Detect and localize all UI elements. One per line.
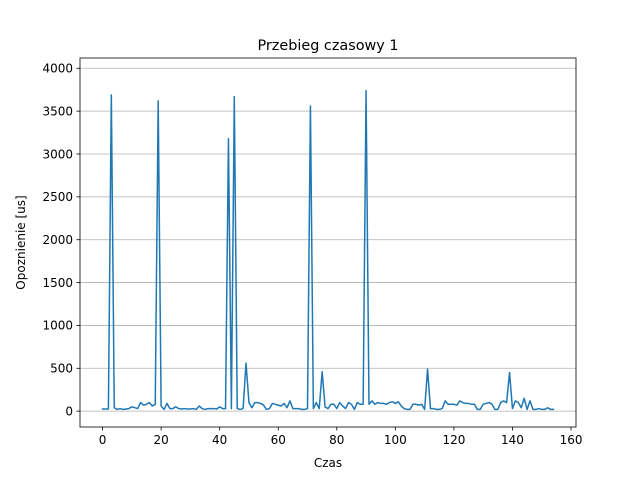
y-tick-label: 4000	[42, 62, 73, 76]
y-tick-label: 1500	[42, 276, 73, 290]
axis-ticks: 0 500 1000 1500 2000 2500 3000 3500 4000 0 20 40 60 8…	[42, 62, 582, 447]
y-tick-label: 500	[50, 362, 73, 376]
y-tick-label: 2000	[42, 233, 73, 247]
gridlines	[80, 67, 576, 412]
plot-area-frame	[79, 57, 577, 428]
x-tick-label: 20	[153, 433, 168, 447]
y-tick-label: 0	[65, 404, 73, 418]
x-tick-label: 40	[212, 433, 227, 447]
x-tick-label: 80	[329, 433, 344, 447]
y-tick-label: 1000	[42, 319, 73, 333]
y-axis-title: Opoznienie [us]	[14, 195, 28, 289]
x-tick-label: 140	[501, 433, 524, 447]
x-tick-label: 160	[560, 433, 583, 447]
x-tick-label: 120	[442, 433, 465, 447]
x-tick-label: 100	[384, 433, 407, 447]
y-tick-label: 2500	[42, 190, 73, 204]
x-tick-label: 60	[271, 433, 286, 447]
x-tick-label: 0	[99, 433, 107, 447]
y-tick-label: 3500	[42, 104, 73, 118]
y-tick-label: 3000	[42, 147, 73, 161]
series-layer	[101, 89, 555, 411]
chart-title: Przebieg czasowy 1	[257, 38, 398, 54]
x-axis-title: Czas	[314, 456, 342, 470]
